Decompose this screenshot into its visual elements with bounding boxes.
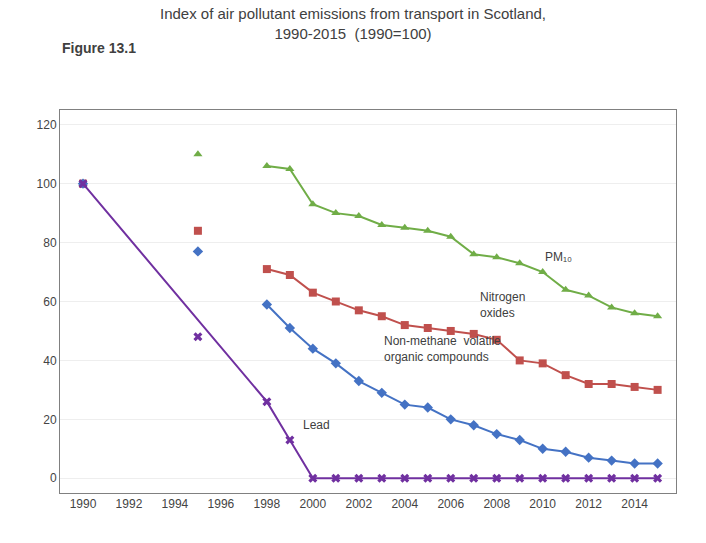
svg-text:2002: 2002 xyxy=(345,497,372,511)
svg-text:20: 20 xyxy=(43,413,57,427)
svg-text:Index of air pollutant emissio: Index of air pollutant emissions from tr… xyxy=(160,5,546,42)
svg-text:80: 80 xyxy=(43,236,57,250)
svg-text:2010: 2010 xyxy=(529,497,556,511)
svg-text:2012: 2012 xyxy=(575,497,602,511)
svg-text:2000: 2000 xyxy=(299,497,326,511)
svg-text:100: 100 xyxy=(37,177,57,191)
svg-text:1990: 1990 xyxy=(70,497,97,511)
svg-text:PM₁₀: PM₁₀ xyxy=(545,250,572,264)
svg-text:Non-methane volatileorganic c: Non-methane volatileorganic compounds xyxy=(384,334,501,364)
svg-text:Nitrogenoxides: Nitrogenoxides xyxy=(480,290,525,320)
svg-text:2004: 2004 xyxy=(391,497,418,511)
svg-text:1992: 1992 xyxy=(116,497,143,511)
svg-text:1998: 1998 xyxy=(254,497,281,511)
svg-text:2006: 2006 xyxy=(437,497,464,511)
svg-text:0: 0 xyxy=(50,471,57,485)
svg-text:Figure 13.1: Figure 13.1 xyxy=(62,40,136,56)
svg-text:120: 120 xyxy=(37,118,57,132)
svg-text:2014: 2014 xyxy=(621,497,648,511)
svg-text:Lead: Lead xyxy=(303,418,330,432)
svg-text:40: 40 xyxy=(43,354,57,368)
svg-text:60: 60 xyxy=(43,295,57,309)
svg-text:1996: 1996 xyxy=(208,497,235,511)
svg-text:2008: 2008 xyxy=(483,497,510,511)
svg-text:1994: 1994 xyxy=(162,497,189,511)
